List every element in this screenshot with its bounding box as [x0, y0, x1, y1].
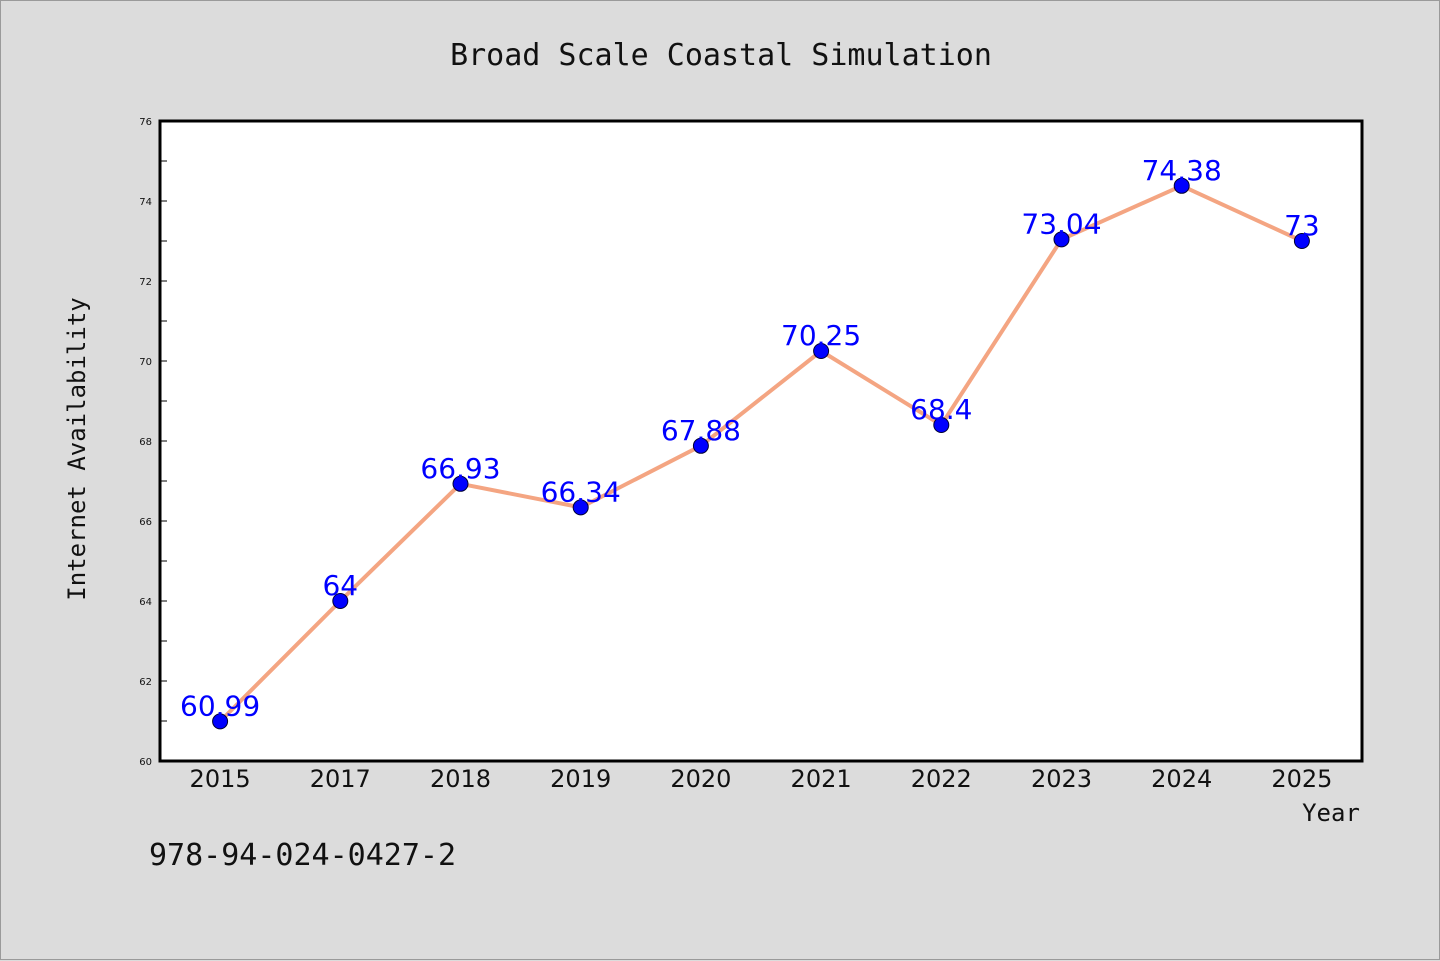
isbn-footnote: 978-94-024-0427-2 [149, 838, 456, 873]
data-point [1173, 177, 1190, 194]
data-point [692, 437, 709, 454]
data-label: 66.93 [420, 452, 500, 485]
y-axis-label: Internet Availability [63, 297, 91, 600]
y-tick-label: 64 [139, 597, 152, 608]
data-point [572, 499, 589, 516]
data-point [933, 417, 950, 433]
x-axis-label: Year [1302, 799, 1360, 827]
data-label: 60.99 [180, 689, 260, 722]
y-tick-label: 72 [139, 277, 152, 288]
x-tick-label: 2018 [430, 765, 491, 793]
chart-title: Broad Scale Coastal Simulation [450, 38, 992, 73]
y-tick-label: 60 [139, 757, 152, 768]
y-tick-label: 66 [139, 517, 152, 528]
data-point [1053, 231, 1070, 248]
series-layer [212, 177, 1310, 730]
data-point [332, 593, 349, 609]
x-tick-label: 2023 [1031, 765, 1092, 793]
data-label: 67.88 [661, 414, 741, 447]
data-label: 70.25 [781, 319, 861, 352]
data-label: 73 [1284, 209, 1320, 242]
plot-area [158, 119, 1364, 763]
x-tick-label: 2025 [1271, 765, 1332, 793]
y-tick-label: 68 [139, 437, 152, 448]
x-tick-label: 2021 [791, 765, 852, 793]
data-label: 64 [322, 569, 358, 602]
series-line [218, 183, 1303, 723]
data-point [1293, 233, 1310, 249]
x-tick-label: 2020 [670, 765, 731, 793]
data-labels: 60.99 64 66.93 66.34 67.88 70.25 68.4 73.04 74.3… [180, 154, 1320, 723]
data-point [813, 343, 830, 359]
data-point [452, 475, 469, 492]
y-tick-label: 74 [139, 197, 152, 208]
data-label: 74.38 [1142, 154, 1222, 187]
y-axis: 60 62 64 66 68 70 72 74 76 [139, 117, 167, 768]
y-tick-label: 62 [139, 677, 152, 688]
data-label: 66.34 [541, 475, 621, 508]
x-tick-label: 2017 [310, 765, 371, 793]
y-tick-label: 70 [139, 357, 152, 368]
data-point [212, 713, 229, 730]
x-tick-label: 2022 [911, 765, 972, 793]
x-tick-label: 2024 [1151, 765, 1212, 793]
data-label: 73.04 [1021, 207, 1101, 240]
x-tick-label: 2015 [190, 765, 251, 793]
y-tick-label: 76 [139, 117, 152, 128]
data-label: 68.4 [910, 393, 972, 426]
x-axis: 2015 2017 2018 2019 2020 2021 2022 2023 2024 2025 [190, 765, 1333, 793]
x-tick-label: 2019 [550, 765, 611, 793]
